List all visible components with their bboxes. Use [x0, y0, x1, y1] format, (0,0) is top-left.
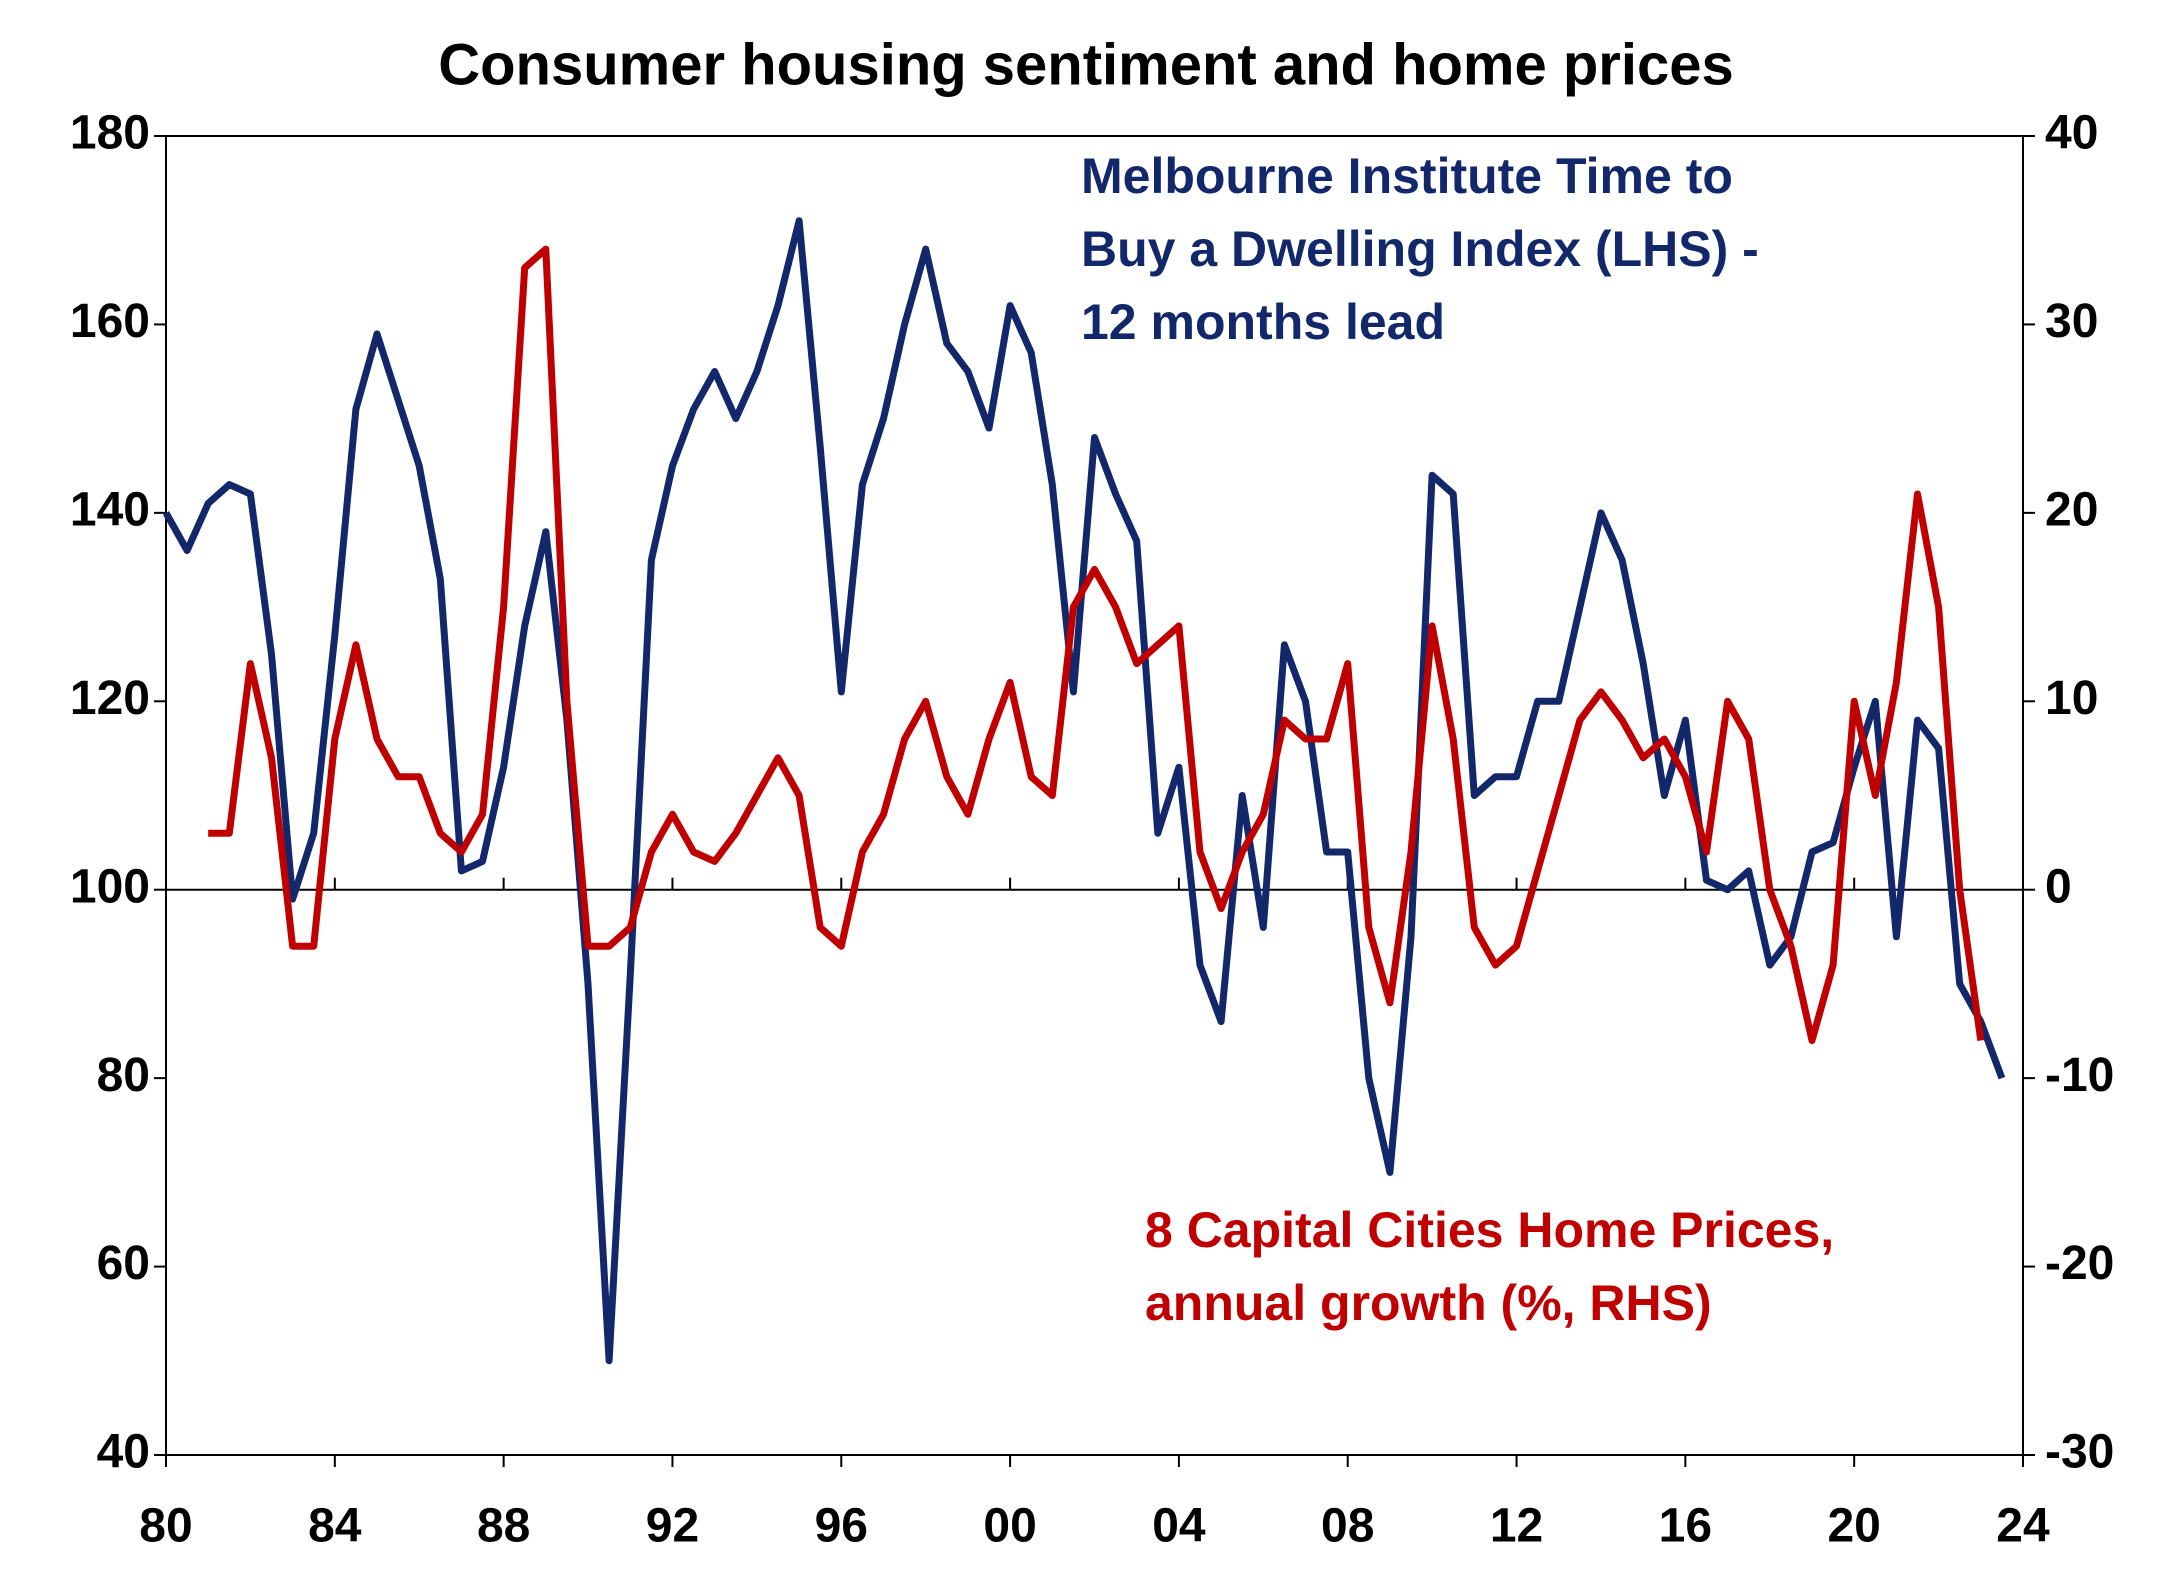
y2-tick-label: 30 — [2045, 295, 2098, 348]
y-tick-label: 100 — [70, 860, 150, 913]
x-tick-label: 12 — [1490, 1500, 1543, 1553]
y-tick-label: 80 — [97, 1049, 150, 1102]
y2-tick-label: -30 — [2045, 1426, 2114, 1479]
x-tick-label: 92 — [646, 1500, 699, 1553]
y-tick-label: 120 — [70, 672, 150, 725]
x-tick-label: 24 — [1996, 1500, 2050, 1553]
y2-tick-label: 0 — [2045, 860, 2072, 913]
y2-tick-label: -20 — [2045, 1237, 2114, 1290]
x-tick-label: 80 — [139, 1500, 192, 1553]
series-annotation: 12 months lead — [1081, 294, 1445, 350]
y2-tick-label: 10 — [2045, 672, 2098, 725]
series-annotation: Buy a Dwelling Index (LHS) - — [1081, 221, 1759, 277]
x-tick-label: 84 — [308, 1500, 362, 1553]
chart-title: Consumer housing sentiment and home pric… — [438, 32, 1734, 97]
y2-tick-label: -10 — [2045, 1049, 2114, 1102]
y-tick-label: 180 — [70, 107, 150, 160]
plot-frame — [165, 135, 2024, 1456]
series-annotation: annual growth (%, RHS) — [1145, 1275, 1712, 1331]
y-tick-label: 160 — [70, 295, 150, 348]
x-tick-label: 20 — [1827, 1500, 1880, 1553]
x-tick-label: 04 — [1152, 1500, 1206, 1553]
series-line — [162, 217, 2006, 1365]
x-tick-label: 16 — [1659, 1500, 1712, 1553]
series-annotation: Melbourne Institute Time to — [1081, 148, 1733, 204]
y-tick-label: 40 — [97, 1426, 150, 1479]
y2-tick-label: 20 — [2045, 484, 2098, 537]
y2-tick-label: 40 — [2045, 107, 2098, 160]
x-tick-label: 96 — [815, 1500, 868, 1553]
y-tick-label: 60 — [97, 1237, 150, 1290]
x-tick-label: 00 — [983, 1500, 1036, 1553]
series-annotation: 8 Capital Cities Home Prices, — [1145, 1202, 1834, 1258]
series-line — [208, 245, 1985, 1044]
x-tick-label: 08 — [1321, 1500, 1374, 1553]
y-tick-label: 140 — [70, 484, 150, 537]
x-tick-label: 88 — [477, 1500, 530, 1553]
